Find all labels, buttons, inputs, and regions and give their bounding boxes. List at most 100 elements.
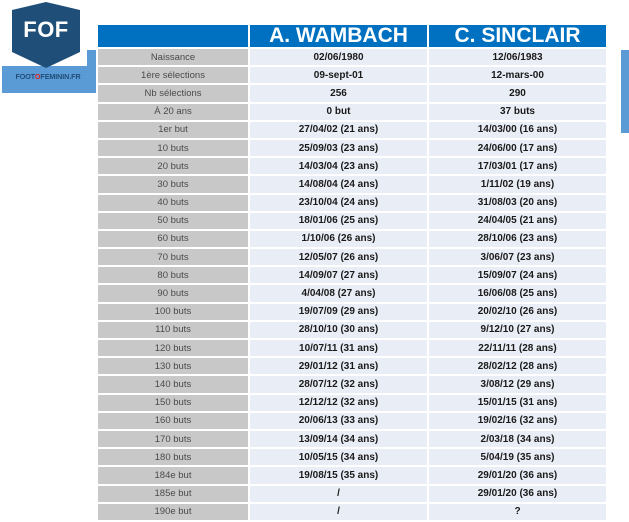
logo-site-name: FOOTOFEMININ.FR bbox=[6, 72, 90, 81]
table-row: 60 buts 1/10/06 (26 ans) 28/10/06 (23 ans) bbox=[98, 230, 606, 248]
row-label: 130 buts bbox=[98, 358, 248, 375]
wambach-value: 14/08/04 (24 ans) bbox=[250, 176, 427, 193]
sinclair-value: 15/01/15 (31 ans) bbox=[429, 394, 606, 411]
row-label: 150 buts bbox=[98, 394, 248, 411]
sinclair-value: 16/06/08 (25 ans) bbox=[429, 285, 606, 302]
row-label: À 20 ans bbox=[98, 103, 248, 120]
wambach-value: 13/09/14 (34 ans) bbox=[250, 430, 427, 448]
table-row: À 20 ans 0 but 37 buts bbox=[98, 103, 606, 120]
row-label: 185e but bbox=[98, 485, 248, 502]
row-label: 20 buts bbox=[98, 158, 248, 175]
table-row: 160 buts 20/06/13 (33 ans) 19/02/16 (32 an… bbox=[98, 412, 606, 429]
table-row: Naissance 02/06/1980 12/06/1983 bbox=[98, 49, 606, 66]
row-label: 160 buts bbox=[98, 412, 248, 429]
row-label: 90 buts bbox=[98, 285, 248, 302]
wambach-value: 27/04/02 (21 ans) bbox=[250, 121, 427, 138]
wambach-value: 14/09/07 (27 ans) bbox=[250, 267, 427, 284]
sinclair-value: 24/06/00 (17 ans) bbox=[429, 139, 606, 157]
wambach-value: 29/01/12 (31 ans) bbox=[250, 358, 427, 375]
wambach-value: 19/07/09 (29 ans) bbox=[250, 303, 427, 320]
row-label: 110 buts bbox=[98, 321, 248, 338]
logo-site-part-2: FEMININ.FR bbox=[40, 72, 81, 81]
table-row: 180 buts 10/05/15 (34 ans) 5/04/19 (35 ans… bbox=[98, 449, 606, 466]
row-label: 100 buts bbox=[98, 303, 248, 320]
row-label: 70 buts bbox=[98, 249, 248, 266]
table-row: 185e but/29/01/20 (36 ans) bbox=[98, 485, 606, 502]
table-row: 80 buts 14/09/07 (27 ans) 15/09/07 (24 ans… bbox=[98, 267, 606, 284]
footofeminin-logo: FOF FOOTOFEMININ.FR bbox=[6, 2, 88, 82]
table-row: 50 buts 18/01/06 (25 ans) 24/04/05 (21 ans… bbox=[98, 212, 606, 229]
sinclair-value: 37 buts bbox=[429, 103, 606, 120]
wambach-value: 14/03/04 (23 ans) bbox=[250, 158, 427, 175]
table-body: Naissance 02/06/1980 12/06/1983 1ère sélect… bbox=[98, 49, 606, 520]
wambach-value: 23/10/04 (24 ans) bbox=[250, 194, 427, 211]
wambach-value: 28/07/12 (32 ans) bbox=[250, 376, 427, 393]
row-label: Naissance bbox=[98, 49, 248, 66]
sinclair-value: ? bbox=[429, 503, 606, 520]
row-label: Nb sélections bbox=[98, 85, 248, 102]
wambach-value: 02/06/1980 bbox=[250, 49, 427, 66]
wambach-value: 0 but bbox=[250, 103, 427, 120]
wambach-value: 1/10/06 (26 ans) bbox=[250, 230, 427, 248]
row-label: 140 buts bbox=[98, 376, 248, 393]
header-blank-cell bbox=[98, 25, 248, 47]
row-label: 170 buts bbox=[98, 430, 248, 448]
table-row: 130 buts 29/01/12 (31 ans) 28/02/12 (28 an… bbox=[98, 358, 606, 375]
logo-site-accent-o: O bbox=[34, 72, 41, 81]
row-label: 1er but bbox=[98, 121, 248, 138]
table-row: 40 buts 23/10/04 (24 ans) 31/08/03 (20 ans… bbox=[98, 194, 606, 211]
sinclair-value: 12-mars-00 bbox=[429, 67, 606, 84]
comparison-table: A. WAMBACH C. SINCLAIR Naissance 02/06/19… bbox=[96, 23, 608, 522]
table-row: 120 buts 10/07/11 (31 ans) 22/11/11 (28 an… bbox=[98, 340, 606, 357]
sinclair-value: 29/01/20 (36 ans) bbox=[429, 485, 606, 502]
sinclair-value: 5/04/19 (35 ans) bbox=[429, 449, 606, 466]
wambach-value: 28/10/10 (30 ans) bbox=[250, 321, 427, 338]
table-row: 150 buts 12/12/12 (32 ans) 15/01/15 (31 an… bbox=[98, 394, 606, 411]
sinclair-value: 3/08/12 (29 ans) bbox=[429, 376, 606, 393]
sinclair-value: 3/06/07 (23 ans) bbox=[429, 249, 606, 266]
table-row: 190e but /? bbox=[98, 503, 606, 520]
row-label: 184e but bbox=[98, 467, 248, 484]
row-label: 10 buts bbox=[98, 139, 248, 157]
wambach-value: 18/01/06 (25 ans) bbox=[250, 212, 427, 229]
wambach-value: 20/06/13 (33 ans) bbox=[250, 412, 427, 429]
row-label: 180 buts bbox=[98, 449, 248, 466]
sinclair-value: 19/02/16 (32 ans) bbox=[429, 412, 606, 429]
wambach-value: 256 bbox=[250, 85, 427, 102]
table-header-row: A. WAMBACH C. SINCLAIR bbox=[98, 25, 606, 47]
table-row: 30 buts 14/08/04 (24 ans) 1/11/02 (19 ans) bbox=[98, 176, 606, 193]
wambach-value: / bbox=[250, 485, 427, 502]
decorative-block-left-lower bbox=[2, 66, 96, 93]
row-label: 1ère sélections bbox=[98, 67, 248, 84]
table-row: 110 buts 28/10/10 (30 ans) 9/12/10 (27 ans… bbox=[98, 321, 606, 338]
row-label: 50 buts bbox=[98, 212, 248, 229]
decorative-block-left-upper bbox=[87, 50, 96, 66]
wambach-value: 25/09/03 (23 ans) bbox=[250, 139, 427, 157]
sinclair-value: 28/02/12 (28 ans) bbox=[429, 358, 606, 375]
wambach-value: / bbox=[250, 503, 427, 520]
table-row: 20 buts 14/03/04 (23 ans) 17/03/01 (17 ans… bbox=[98, 158, 606, 175]
table-row: Nb sélections 256 290 bbox=[98, 85, 606, 102]
row-label: 190e but bbox=[98, 503, 248, 520]
header-wambach: A. WAMBACH bbox=[250, 25, 427, 47]
sinclair-value: 9/12/10 (27 ans) bbox=[429, 321, 606, 338]
row-label: 60 buts bbox=[98, 230, 248, 248]
sinclair-value: 22/11/11 (28 ans) bbox=[429, 340, 606, 357]
table-row: 90 buts 4/04/08 (27 ans) 16/06/08 (25 ans) bbox=[98, 285, 606, 302]
table-row: 1er but 27/04/02 (21 ans) 14/03/00 (16 ans… bbox=[98, 121, 606, 138]
table-row: 1ère sélections 09-sept-01 12-mars-00 bbox=[98, 67, 606, 84]
sinclair-value: 29/01/20 (36 ans) bbox=[429, 467, 606, 484]
logo-initials: FOF bbox=[23, 17, 69, 42]
row-label: 80 buts bbox=[98, 267, 248, 284]
wambach-value: 10/05/15 (34 ans) bbox=[250, 449, 427, 466]
row-label: 40 buts bbox=[98, 194, 248, 211]
wambach-value: 09-sept-01 bbox=[250, 67, 427, 84]
sinclair-value: 17/03/01 (17 ans) bbox=[429, 158, 606, 175]
decorative-block-right bbox=[621, 50, 629, 133]
wambach-value: 12/12/12 (32 ans) bbox=[250, 394, 427, 411]
sinclair-value: 24/04/05 (21 ans) bbox=[429, 212, 606, 229]
wambach-value: 4/04/08 (27 ans) bbox=[250, 285, 427, 302]
table-row: 70 buts 12/05/07 (26 ans) 3/06/07 (23 ans) bbox=[98, 249, 606, 266]
table-row: 10 buts 25/09/03 (23 ans) 24/06/00 (17 ans… bbox=[98, 139, 606, 157]
sinclair-value: 20/02/10 (26 ans) bbox=[429, 303, 606, 320]
